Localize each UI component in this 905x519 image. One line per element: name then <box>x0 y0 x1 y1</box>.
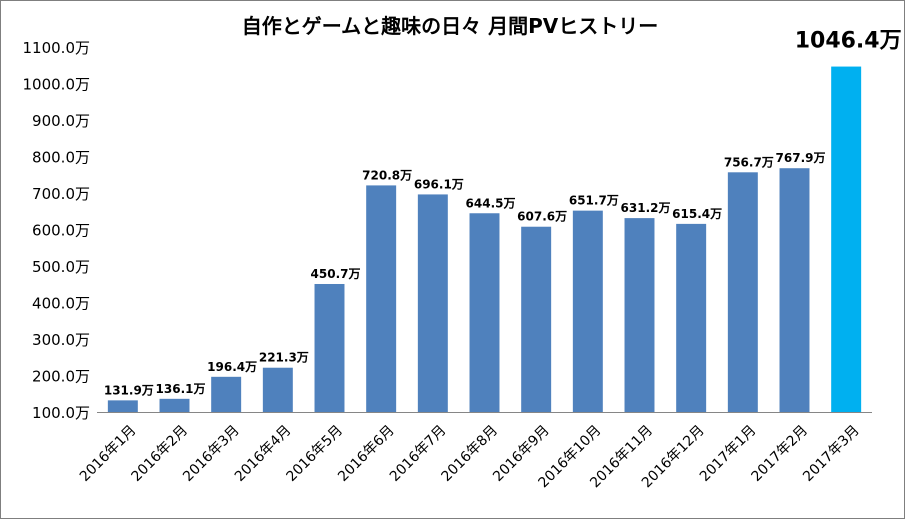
data-label: 644.5万 <box>466 196 516 210</box>
data-label: 196.4万 <box>207 360 257 374</box>
y-tick-label: 700.0万 <box>32 185 90 203</box>
bar <box>727 172 758 412</box>
bar <box>624 218 655 412</box>
bar <box>314 283 345 412</box>
data-label: 450.7万 <box>311 267 361 281</box>
y-tick-label: 800.0万 <box>32 149 90 167</box>
y-tick-label: 600.0万 <box>32 222 90 240</box>
data-label: 696.1万 <box>414 177 464 191</box>
bar <box>159 398 190 412</box>
data-label: 221.3万 <box>259 351 309 365</box>
chart-title: 自作とゲームと趣味の日々 月間PVヒストリー <box>241 14 659 38</box>
y-tick-label: 1100.0万 <box>23 39 91 57</box>
y-tick-label: 900.0万 <box>32 112 90 130</box>
bar <box>417 194 448 412</box>
data-label: 651.7万 <box>569 194 619 208</box>
bar <box>469 213 500 412</box>
bar <box>366 185 397 412</box>
y-tick-label: 400.0万 <box>32 295 90 313</box>
data-label: 136.1万 <box>156 382 206 396</box>
y-tick-label: 200.0万 <box>32 368 90 386</box>
data-label: 615.4万 <box>672 207 722 221</box>
bar <box>572 210 603 412</box>
y-tick-label: 300.0万 <box>32 331 90 349</box>
bar <box>831 66 862 413</box>
data-label: 607.6万 <box>517 210 567 224</box>
y-tick-label: 100.0万 <box>32 404 90 422</box>
y-axis-ticks: 100.0万 200.0万 300.0万 400.0万 500.0万 600.0万 700.… <box>23 39 91 422</box>
bar <box>676 223 707 412</box>
bar <box>211 376 242 412</box>
bar <box>521 226 552 412</box>
bar <box>779 168 810 412</box>
bars <box>107 66 862 413</box>
data-label: 756.7万 <box>724 155 774 169</box>
data-label: 767.9万 <box>776 151 826 165</box>
x-axis-ticks: 2016年1月2016年2月2016年3月2016年4月2016年5月2016年… <box>77 422 863 491</box>
y-tick-label: 500.0万 <box>32 258 90 276</box>
data-label: 720.8万 <box>362 168 412 182</box>
data-label: 631.2万 <box>621 201 671 215</box>
data-label: 131.9万 <box>104 383 154 397</box>
y-tick-label: 1000.0万 <box>23 76 91 94</box>
bar <box>262 367 293 412</box>
bar <box>107 400 138 412</box>
data-label: 1046.4万 <box>795 29 902 54</box>
x-tick-label: 2017年3月 <box>800 422 863 485</box>
